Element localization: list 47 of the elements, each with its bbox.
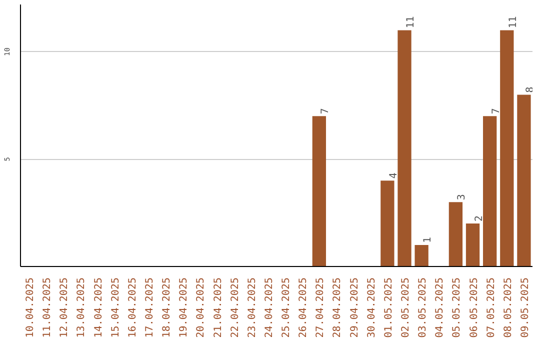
bar <box>500 30 514 266</box>
x-tick-label: 09.05.2025 <box>520 277 531 338</box>
x-tick-label: 27.04.2025 <box>315 277 326 338</box>
x-tick-label: 03.05.2025 <box>418 277 429 338</box>
x-tick-label: 10.04.2025 <box>25 277 36 338</box>
x-tick-label: 18.04.2025 <box>162 277 173 338</box>
x-tick-label: 04.05.2025 <box>434 277 446 338</box>
x-tick-label: 13.04.2025 <box>76 277 88 338</box>
x-tick-label: 07.05.2025 <box>486 277 497 338</box>
data-label: 11 <box>508 16 519 28</box>
data-label: 2 <box>474 216 485 222</box>
bar <box>483 116 497 266</box>
bar <box>380 180 394 266</box>
x-tick-label: 21.04.2025 <box>212 277 224 338</box>
x-tick-label: 29.04.2025 <box>349 277 360 338</box>
x-tick-label: 28.04.2025 <box>332 277 344 338</box>
x-tick-label: 16.04.2025 <box>127 277 138 338</box>
x-tick-label: 22.04.2025 <box>230 277 241 338</box>
x-tick-label: 14.04.2025 <box>93 277 104 338</box>
bar <box>398 30 412 266</box>
x-tick-label: 01.05.2025 <box>383 277 394 338</box>
bar <box>312 116 326 266</box>
x-tick-label: 15.04.2025 <box>110 277 122 338</box>
x-tick-label: 30.04.2025 <box>366 277 378 338</box>
data-label: 11 <box>406 16 416 28</box>
data-label: 4 <box>388 172 400 179</box>
x-tick-label: 26.04.2025 <box>298 277 310 338</box>
bar <box>517 94 531 266</box>
x-tick-label: 11.04.2025 <box>42 277 54 338</box>
x-tick-label: 08.05.2025 <box>502 277 514 338</box>
data-label: 7 <box>320 108 332 114</box>
x-tick-label: 12.04.2025 <box>59 277 70 338</box>
x-tick-label: 17.04.2025 <box>144 277 156 338</box>
x-tick-label: 06.05.2025 <box>468 277 480 338</box>
bar <box>466 224 480 266</box>
x-tick-label: 02.05.2025 <box>400 277 412 338</box>
bar <box>414 245 428 266</box>
x-tick-label: 05.05.2025 <box>452 277 463 338</box>
bar <box>448 202 463 266</box>
data-label: 7 <box>490 108 502 114</box>
x-tick-label: 25.04.2025 <box>281 277 292 338</box>
x-tick-label: 23.04.2025 <box>246 277 258 338</box>
x-tick-label: 19.04.2025 <box>178 277 190 338</box>
x-tick-label: 20.04.2025 <box>196 277 207 338</box>
data-label: 3 <box>456 194 468 200</box>
x-tick-label: 24.04.2025 <box>264 277 275 338</box>
data-label: 1 <box>422 236 434 244</box>
